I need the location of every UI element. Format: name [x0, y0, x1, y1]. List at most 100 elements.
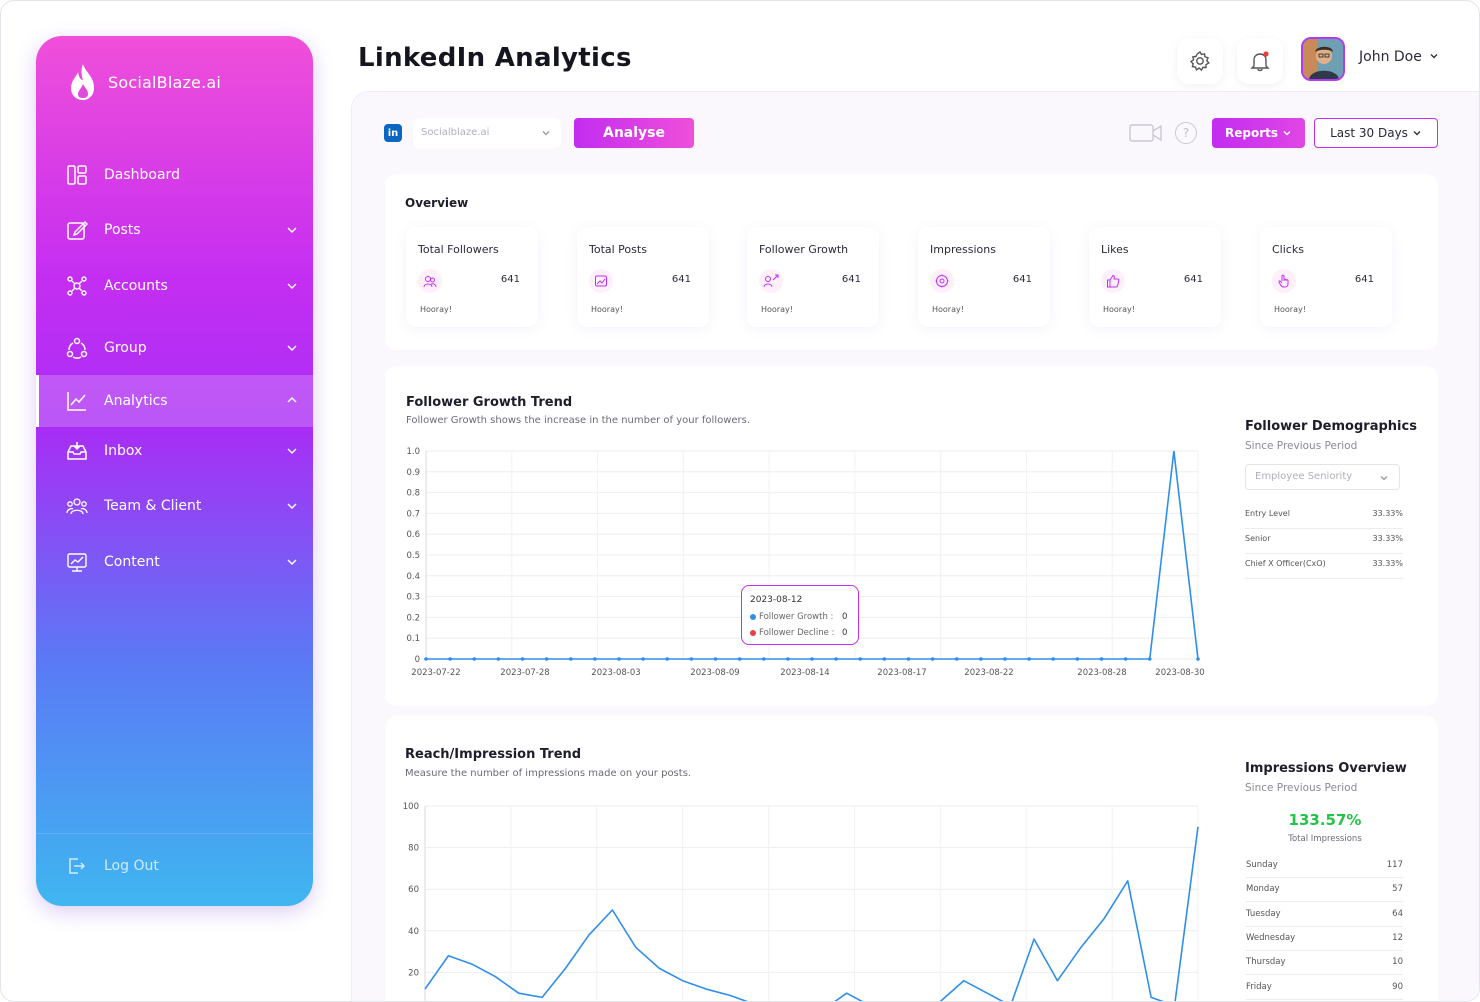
y-tick-label: 0.1	[406, 634, 420, 644]
help-icon[interactable]: ?	[1175, 122, 1197, 144]
data-point	[858, 657, 863, 661]
y-tick-label: 0	[415, 655, 420, 665]
stat-card-follower-growth: Follower Growth 641 Hooray!	[747, 227, 879, 327]
data-point	[882, 657, 887, 661]
chevron-down-icon	[287, 448, 297, 455]
analytics-icon	[67, 392, 86, 411]
data-point	[544, 657, 549, 661]
date-range-select[interactable]: Last 30 Days	[1314, 118, 1438, 148]
seniority-select[interactable]: Employee Seniority	[1245, 464, 1400, 490]
sidebar: SocialBlaze.ai Dashboard Posts Accounts …	[36, 36, 313, 906]
sidebar-item-label: Accounts	[104, 278, 168, 294]
stat-label: Total Posts	[589, 243, 647, 256]
follower-trend-title: Follower Growth Trend	[406, 395, 573, 410]
tooltip-value: 0	[842, 628, 848, 638]
sidebar-item-inbox[interactable]: Inbox	[36, 426, 313, 476]
chevron-down-icon	[542, 131, 550, 136]
impression-day-row: Thursday 10	[1246, 957, 1403, 975]
chevron-down-icon	[287, 345, 297, 352]
chart-tooltip: 2023-08-12 Follower Growth : 0 Follower …	[741, 585, 859, 645]
gear-icon	[1189, 51, 1210, 72]
data-point	[689, 657, 694, 661]
sidebar-item-group[interactable]: Group	[36, 323, 313, 373]
video-icon[interactable]	[1129, 123, 1163, 143]
data-point	[496, 657, 501, 661]
settings-button[interactable]	[1177, 38, 1223, 84]
logout-button[interactable]: Log Out	[36, 842, 313, 892]
y-tick-label: 0.9	[406, 468, 420, 478]
linkedin-icon: in	[384, 124, 402, 142]
sidebar-item-label: Dashboard	[104, 167, 180, 183]
data-point	[1147, 657, 1152, 661]
data-point	[1051, 657, 1056, 661]
logout-icon	[69, 858, 86, 874]
notifications-button[interactable]	[1237, 38, 1283, 84]
y-tick-label: 0.7	[406, 509, 420, 519]
sidebar-item-label: Group	[104, 340, 147, 356]
content-icon	[67, 553, 87, 572]
impressions-icon	[930, 269, 954, 293]
reach-impression-chart[interactable]: 20 40 60 80 100	[401, 796, 1211, 1002]
sidebar-item-dashboard[interactable]: Dashboard	[36, 150, 313, 200]
day-value: 64	[1392, 909, 1403, 919]
demographic-row: Senior 33.33%	[1245, 534, 1403, 554]
sidebar-item-label: Content	[104, 554, 160, 570]
posts-icon	[67, 220, 88, 240]
stat-value: 641	[841, 274, 861, 285]
y-tick-label: 40	[408, 927, 419, 937]
stat-footnote: Hooray!	[1274, 305, 1306, 314]
avatar[interactable]	[1301, 37, 1345, 81]
user-photo	[1303, 39, 1343, 79]
group-icon	[66, 337, 88, 359]
day-label: Monday	[1246, 884, 1280, 894]
reach-trend-subtitle: Measure the number of impressions made o…	[405, 768, 692, 779]
data-point	[713, 657, 718, 661]
stat-card-impressions: Impressions 641 Hooray!	[918, 227, 1050, 327]
flame-icon	[71, 64, 94, 100]
sidebar-item-posts[interactable]: Posts	[36, 205, 313, 255]
sidebar-item-label: Team & Client	[104, 498, 202, 514]
stat-value: 641	[1354, 274, 1374, 285]
data-point	[930, 657, 935, 661]
demographic-value: 33.33%	[1372, 559, 1403, 568]
account-select[interactable]: Socialblaze.ai	[413, 118, 561, 148]
data-point	[979, 657, 983, 661]
stat-footnote: Hooray!	[420, 305, 452, 314]
day-label: Thursday	[1246, 957, 1286, 967]
inbox-icon	[67, 442, 87, 460]
impression-day-row: Sunday 117	[1246, 860, 1403, 878]
account-select-value: Socialblaze.ai	[421, 127, 490, 138]
stat-footnote: Hooray!	[1103, 305, 1135, 314]
user-menu[interactable]: John Doe	[1359, 49, 1439, 65]
stat-card-likes: Likes 641 Hooray!	[1089, 227, 1221, 327]
follower-growth-card	[385, 366, 1438, 706]
day-value: 57	[1392, 884, 1403, 894]
follower-growth-chart[interactable]: 0 0.1 0.2 0.3 0.4 0.5 0.6 0.7 0.8 0.9 1.0 2023-07-2…	[401, 441, 1211, 681]
demographics-title: Follower Demographics	[1245, 419, 1417, 434]
stat-card-total-posts: Total Posts 641 Hooray!	[577, 227, 709, 327]
day-value: 10	[1392, 957, 1403, 967]
data-point	[1003, 657, 1007, 661]
sidebar-item-team-client[interactable]: Team & Client	[36, 481, 313, 531]
x-tick-label: 2023-08-14	[780, 668, 829, 678]
analyse-button[interactable]: Analyse	[574, 118, 694, 148]
data-point	[593, 657, 597, 661]
reach-trend-title: Reach/Impression Trend	[405, 747, 582, 762]
demographics-subtitle: Since Previous Period	[1245, 440, 1358, 452]
stat-value: 641	[1012, 274, 1032, 285]
sidebar-item-content[interactable]: Content	[36, 537, 313, 587]
impression-day-row: Wednesday 12	[1246, 933, 1403, 951]
brand-logo[interactable]: SocialBlaze.ai	[66, 62, 221, 102]
tooltip-value: 0	[842, 612, 848, 622]
reach-impression-card	[385, 716, 1438, 1001]
chevron-up-icon	[287, 396, 297, 403]
data-point	[568, 657, 573, 661]
sidebar-item-accounts[interactable]: Accounts	[36, 261, 313, 311]
accounts-icon	[67, 276, 87, 296]
stat-value: 641	[671, 274, 691, 285]
data-point	[641, 657, 645, 661]
sidebar-item-analytics[interactable]: Analytics	[36, 375, 313, 427]
date-range-label: Last 30 Days	[1330, 126, 1408, 140]
reports-button[interactable]: Reports	[1212, 118, 1305, 148]
y-tick-label: 0.2	[406, 613, 420, 623]
